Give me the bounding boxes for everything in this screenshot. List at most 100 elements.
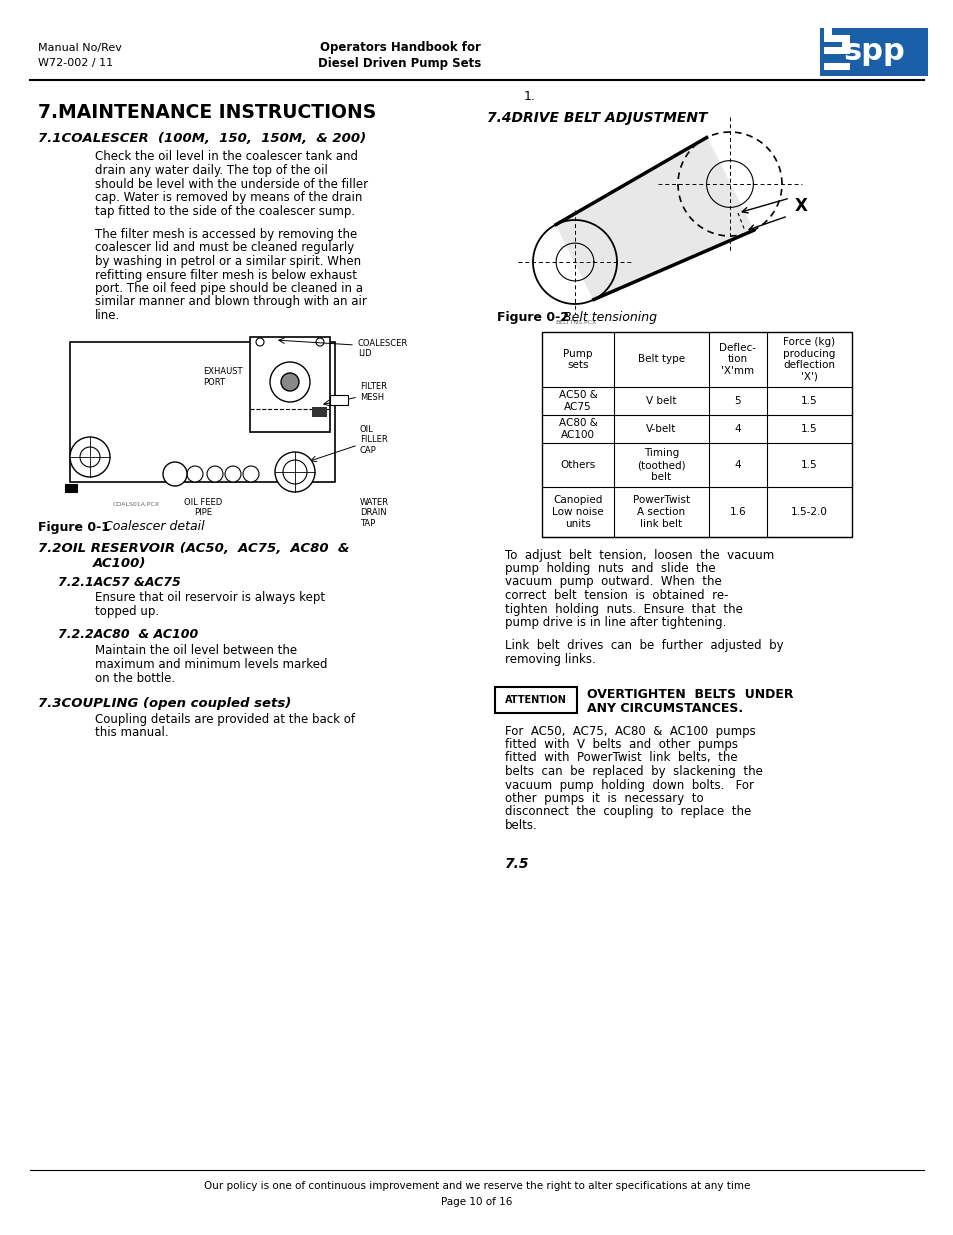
Text: 1.5: 1.5 xyxy=(801,459,817,471)
Text: OVERTIGHTEN  BELTS  UNDER: OVERTIGHTEN BELTS UNDER xyxy=(586,688,793,701)
Circle shape xyxy=(281,373,298,391)
Text: topped up.: topped up. xyxy=(95,605,159,618)
Text: Ensure that oil reservoir is always kept: Ensure that oil reservoir is always kept xyxy=(95,592,325,604)
Text: Link  belt  drives  can  be  further  adjusted  by: Link belt drives can be further adjusted… xyxy=(504,640,782,652)
Text: 7.MAINTENANCE INSTRUCTIONS: 7.MAINTENANCE INSTRUCTIONS xyxy=(38,104,375,122)
Text: FILTER
MESH: FILTER MESH xyxy=(359,383,387,401)
Text: pump drive is in line after tightening.: pump drive is in line after tightening. xyxy=(504,616,725,629)
Text: similar manner and blown through with an air: similar manner and blown through with an… xyxy=(95,295,367,309)
Bar xyxy=(823,26,831,42)
Bar xyxy=(823,35,849,42)
Text: line.: line. xyxy=(95,309,120,322)
Text: port. The oil feed pipe should be cleaned in a: port. The oil feed pipe should be cleane… xyxy=(95,282,363,295)
Text: Timing
(toothed)
belt: Timing (toothed) belt xyxy=(637,448,685,482)
Bar xyxy=(312,408,327,417)
Text: vacuum  pump  outward.  When  the: vacuum pump outward. When the xyxy=(504,576,721,589)
Text: removing links.: removing links. xyxy=(504,653,595,666)
Text: 7.4DRIVE BELT ADJUSTMENT: 7.4DRIVE BELT ADJUSTMENT xyxy=(486,111,707,125)
Text: 7.2OIL RESERVOIR (AC50,  AC75,  AC80  &: 7.2OIL RESERVOIR (AC50, AC75, AC80 & xyxy=(38,542,349,556)
Text: OIL
FILLER
CAP: OIL FILLER CAP xyxy=(359,425,387,454)
Text: 4: 4 xyxy=(734,424,740,433)
Text: Coupling details are provided at the back of: Coupling details are provided at the bac… xyxy=(95,713,355,726)
Text: 1.5-2.0: 1.5-2.0 xyxy=(790,508,827,517)
Text: Belt tensioning: Belt tensioning xyxy=(558,310,657,324)
Text: belts.: belts. xyxy=(504,819,537,832)
Text: The filter mesh is accessed by removing the: The filter mesh is accessed by removing … xyxy=(95,228,356,241)
Text: To  adjust  belt  tension,  loosen  the  vacuum: To adjust belt tension, loosen the vacuu… xyxy=(504,548,774,562)
Text: drain any water daily. The top of the oil: drain any water daily. The top of the oi… xyxy=(95,164,328,177)
Text: fitted  with  PowerTwist  link  belts,  the: fitted with PowerTwist link belts, the xyxy=(504,752,737,764)
Text: other  pumps  it  is  necessary  to: other pumps it is necessary to xyxy=(504,792,703,805)
Text: Manual No/Rev: Manual No/Rev xyxy=(38,43,122,53)
Text: 7.2.2AC80  & AC100: 7.2.2AC80 & AC100 xyxy=(58,629,198,641)
Text: cap. Water is removed by means of the drain: cap. Water is removed by means of the dr… xyxy=(95,191,362,204)
Text: V belt: V belt xyxy=(645,396,676,406)
Text: 1.6: 1.6 xyxy=(729,508,745,517)
Text: 1.: 1. xyxy=(523,90,535,104)
Circle shape xyxy=(274,452,314,492)
Circle shape xyxy=(187,466,203,482)
Text: maximum and minimum levels marked: maximum and minimum levels marked xyxy=(95,658,327,671)
Text: Belt type: Belt type xyxy=(638,354,684,364)
Text: For  AC50,  AC75,  AC80  &  AC100  pumps: For AC50, AC75, AC80 & AC100 pumps xyxy=(504,725,755,737)
Text: V-belt: V-belt xyxy=(645,424,676,433)
Text: refitting ensure filter mesh is below exhaust: refitting ensure filter mesh is below ex… xyxy=(95,268,356,282)
Bar xyxy=(65,484,77,492)
Text: tighten  holding  nuts.  Ensure  that  the: tighten holding nuts. Ensure that the xyxy=(504,603,742,615)
Text: 7.5: 7.5 xyxy=(504,857,529,871)
Text: disconnect  the  coupling  to  replace  the: disconnect the coupling to replace the xyxy=(504,805,750,819)
Text: belts  can  be  replaced  by  slackening  the: belts can be replaced by slackening the xyxy=(504,764,762,778)
Text: on the bottle.: on the bottle. xyxy=(95,672,175,684)
Bar xyxy=(495,687,577,713)
Text: WATER
DRAIN
TAP: WATER DRAIN TAP xyxy=(359,498,389,527)
Text: Pump
sets: Pump sets xyxy=(562,348,592,370)
Text: Diesel Driven Pump Sets: Diesel Driven Pump Sets xyxy=(318,57,481,69)
Text: BELTTNS.PCX: BELTTNS.PCX xyxy=(555,320,596,325)
Polygon shape xyxy=(556,137,753,300)
Text: 7.2.1AC57 &AC75: 7.2.1AC57 &AC75 xyxy=(58,576,180,589)
Circle shape xyxy=(243,466,258,482)
Text: ANY CIRCUMSTANCES.: ANY CIRCUMSTANCES. xyxy=(586,701,742,715)
Text: 7.1COALESCER  (100M,  150,  150M,  & 200): 7.1COALESCER (100M, 150, 150M, & 200) xyxy=(38,131,366,144)
Text: Coalescer detail: Coalescer detail xyxy=(100,520,204,534)
Text: W72-002 / 11: W72-002 / 11 xyxy=(38,58,113,68)
Text: PowerTwist
A section
link belt: PowerTwist A section link belt xyxy=(632,495,689,529)
Text: Maintain the oil level between the: Maintain the oil level between the xyxy=(95,645,296,657)
Circle shape xyxy=(80,447,100,467)
Text: spp: spp xyxy=(842,37,904,67)
Text: pump  holding  nuts  and  slide  the: pump holding nuts and slide the xyxy=(504,562,715,576)
Text: 1.5: 1.5 xyxy=(801,396,817,406)
Text: Canopied
Low noise
units: Canopied Low noise units xyxy=(552,495,603,529)
Text: fitted  with  V  belts  and  other  pumps: fitted with V belts and other pumps xyxy=(504,739,738,751)
Text: 7.3COUPLING (open coupled sets): 7.3COUPLING (open coupled sets) xyxy=(38,697,291,710)
Circle shape xyxy=(283,459,307,484)
Text: Page 10 of 16: Page 10 of 16 xyxy=(441,1197,512,1207)
Text: Figure 0-2: Figure 0-2 xyxy=(497,310,568,324)
Text: 5: 5 xyxy=(734,396,740,406)
Text: X: X xyxy=(794,198,807,215)
Text: ATTENTION: ATTENTION xyxy=(504,695,566,705)
Text: Our policy is one of continuous improvement and we reserve the right to alter sp: Our policy is one of continuous improvem… xyxy=(204,1181,749,1191)
Text: correct  belt  tension  is  obtained  re-: correct belt tension is obtained re- xyxy=(504,589,728,601)
Text: Figure 0-1: Figure 0-1 xyxy=(38,520,110,534)
Text: vacuum  pump  holding  down  bolts.   For: vacuum pump holding down bolts. For xyxy=(504,778,753,792)
Bar xyxy=(330,395,348,405)
Text: AC50 &
AC75: AC50 & AC75 xyxy=(558,390,597,411)
Text: should be level with the underside of the filler: should be level with the underside of th… xyxy=(95,178,368,190)
Text: 4: 4 xyxy=(734,459,740,471)
Text: COALS01A.PCX: COALS01A.PCX xyxy=(112,501,160,506)
Text: coalescer lid and must be cleaned regularly: coalescer lid and must be cleaned regula… xyxy=(95,242,354,254)
Bar xyxy=(820,28,927,77)
Text: 1.5: 1.5 xyxy=(801,424,817,433)
Text: Check the oil level in the coalescer tank and: Check the oil level in the coalescer tan… xyxy=(95,151,357,163)
Text: Operators Handbook for: Operators Handbook for xyxy=(319,42,480,54)
Text: this manual.: this manual. xyxy=(95,726,169,740)
Text: tap fitted to the side of the coalescer sump.: tap fitted to the side of the coalescer … xyxy=(95,205,355,217)
Bar xyxy=(841,38,849,54)
Text: by washing in petrol or a similar spirit. When: by washing in petrol or a similar spirit… xyxy=(95,254,361,268)
Text: AC100): AC100) xyxy=(92,557,146,569)
Bar xyxy=(250,337,330,432)
Text: COALESCER
LID: COALESCER LID xyxy=(357,338,408,358)
Text: OIL FEED
PIPE: OIL FEED PIPE xyxy=(184,498,222,517)
Text: Force (kg)
producing
deflection
'X'): Force (kg) producing deflection 'X') xyxy=(782,337,835,382)
